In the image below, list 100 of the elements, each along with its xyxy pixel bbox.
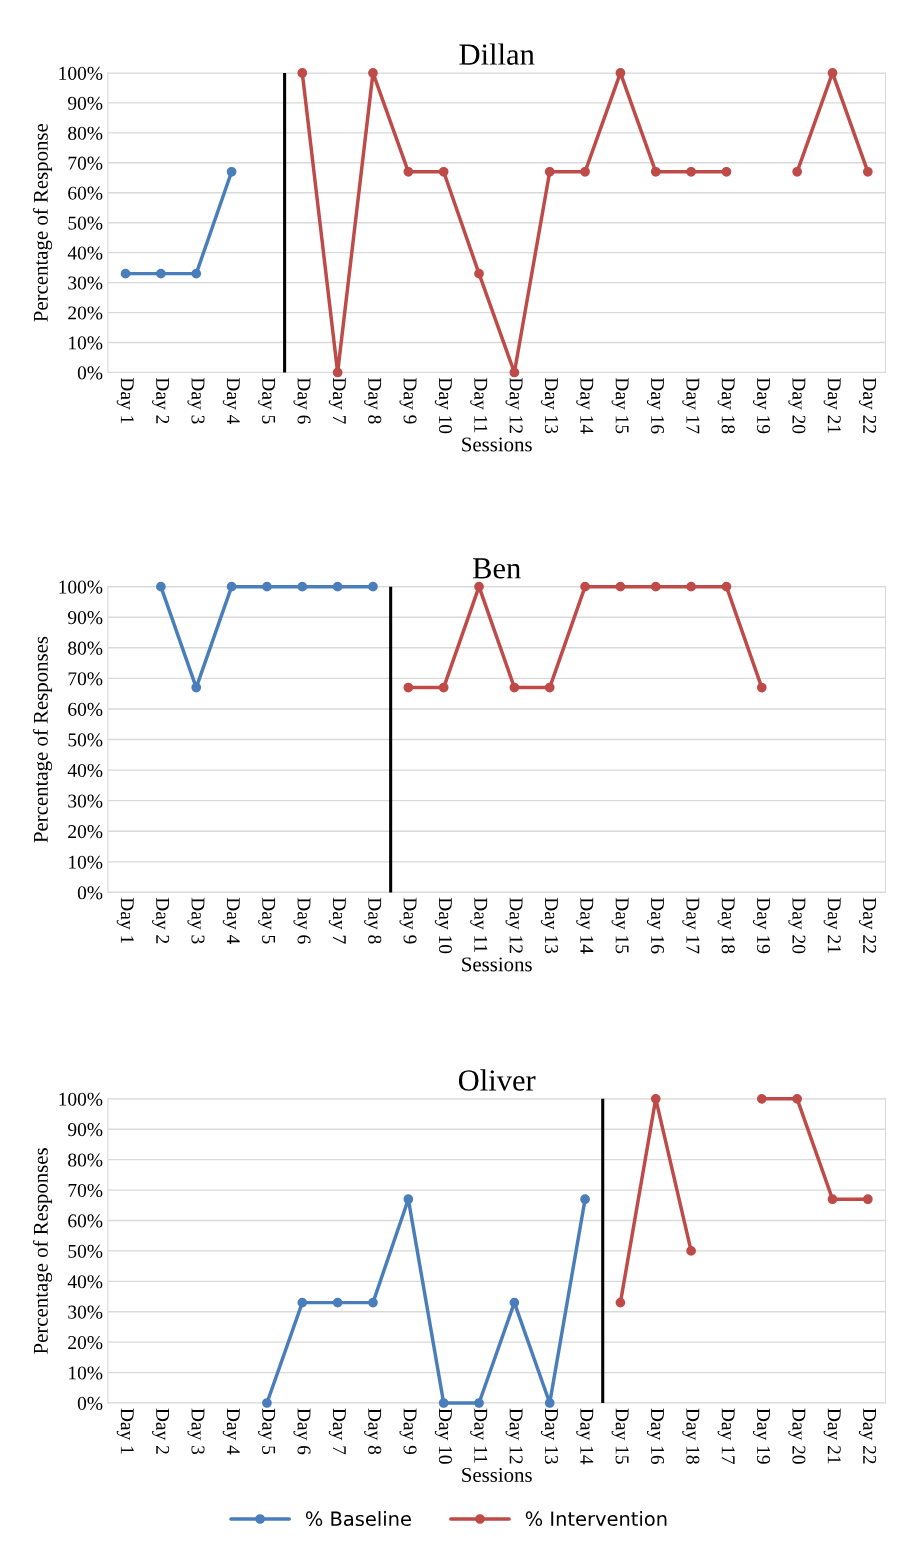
y-tick-label: 20% [68,1335,103,1350]
y-tick-label: 90% [68,611,103,625]
point [403,166,414,177]
x-tick-label: Day 16 [646,1408,665,1464]
x-tick-label: Day 19 [752,897,771,954]
x-tick-label: Day 4 [222,377,240,425]
point [544,1398,555,1408]
y-tick-label: 50% [68,1244,103,1258]
x-tick-label: Day 5 [258,377,276,424]
y-tick-label: 60% [68,1214,103,1228]
point [792,1093,803,1104]
x-tick-label: Day 11 [470,377,488,433]
y-tick-label: 50% [68,216,103,230]
y-tick-label: 10% [69,336,103,350]
x-tick-label: Day 15 [611,897,629,954]
x-tick-label: Day 11 [470,1408,488,1463]
point [580,166,590,177]
y-tick-label: 100% [59,1092,103,1106]
y-tick-label: 70% [68,672,103,686]
x-tick-label: Day 16 [646,897,665,954]
x-tick-label: Day 2 [152,1408,170,1454]
chart-title: Oliver [458,1069,536,1091]
x-tick-label: Day 2 [152,897,170,944]
y-tick-label: 0% [77,1396,103,1411]
x-tick-label: Day 19 [752,1408,771,1464]
legend-label: % Baseline [305,1511,411,1527]
x-tick-label: Day 13 [540,377,558,434]
x-tick-label: Day 9 [399,377,417,424]
y-tick-label: 80% [68,126,103,140]
x-axis-title: Sessions [462,957,532,972]
point [686,1246,696,1256]
point [615,68,626,78]
point [650,166,661,177]
y-tick-label: 30% [68,794,103,808]
point [403,1194,414,1205]
x-tick-label: Day 18 [717,377,735,434]
x-tick-label: Day 14 [576,897,594,954]
x-tick-label: Day 10 [434,1408,452,1464]
x-tick-label: Day 7 [328,897,346,944]
y-tick-label: 100% [59,580,103,594]
y-tick-label: 70% [68,156,103,170]
x-tick-label: Day 20 [788,897,806,954]
point [438,166,449,177]
point [650,1093,661,1104]
x-tick-label: Day 9 [399,897,417,944]
point [332,367,343,378]
x-tick-label: Day 4 [222,897,240,944]
x-tick-label: Day 17 [717,1408,735,1465]
point [862,166,873,177]
x-tick-label: Day 6 [293,1408,311,1455]
x-tick-label: Day 10 [434,377,452,434]
y-axis-title: Percentage of Responses [32,636,53,843]
point [686,166,696,177]
x-tick-label: Day 15 [611,377,629,434]
point [509,367,520,378]
point [827,1194,838,1205]
y-tick-label: 90% [68,1123,103,1137]
point [544,166,555,177]
y-tick-label: 20% [68,306,103,320]
x-tick-label: Day 8 [364,377,382,424]
y-tick-label: 10% [69,855,103,869]
x-tick-label: Day 20 [788,1408,806,1464]
y-tick-label: 20% [68,825,103,839]
y-tick-label: 40% [67,763,103,778]
chart-title: Dillan [459,43,535,65]
point [827,68,838,78]
y-tick-label: 0% [77,886,103,900]
x-tick-label: Day 14 [576,1408,594,1465]
y-tick-label: 50% [68,733,103,747]
x-tick-label: Day 19 [752,377,771,434]
x-tick-label: Day 13 [540,897,558,954]
x-tick-label: Day 8 [364,1408,382,1455]
x-tick-label: Day 3 [187,1408,205,1455]
x-axis-title: Sessions [462,1468,532,1483]
x-tick-label: Day 3 [187,377,205,424]
chart-title: Ben [472,558,521,579]
x-tick-label: Day 1 [116,377,134,424]
y-tick-label: 10% [69,1366,103,1380]
x-axis-title: Sessions [462,437,532,452]
x-tick-label: Day 9 [399,1408,417,1455]
x-tick-label: Day 6 [293,377,311,424]
point [191,268,202,279]
x-tick-label: Day 11 [470,897,488,953]
x-tick-label: Day 15 [611,1408,629,1464]
x-tick-label: Day 3 [187,897,205,944]
x-tick-label: Day 12 [505,1408,523,1464]
point [474,1398,484,1408]
x-tick-label: Day 5 [258,897,276,944]
x-tick-label: Day 21 [823,1408,841,1464]
x-tick-label: Day 7 [328,377,346,424]
x-tick-label: Day 22 [859,1408,877,1464]
y-tick-label: 0% [77,366,103,380]
x-tick-label: Day 10 [434,897,452,954]
y-tick-label: 40% [67,246,103,260]
y-tick-label: 30% [68,276,103,290]
point [120,268,131,279]
point [332,1297,343,1308]
point [226,166,237,177]
x-tick-label: Day 5 [258,1408,276,1455]
point [297,1297,308,1308]
